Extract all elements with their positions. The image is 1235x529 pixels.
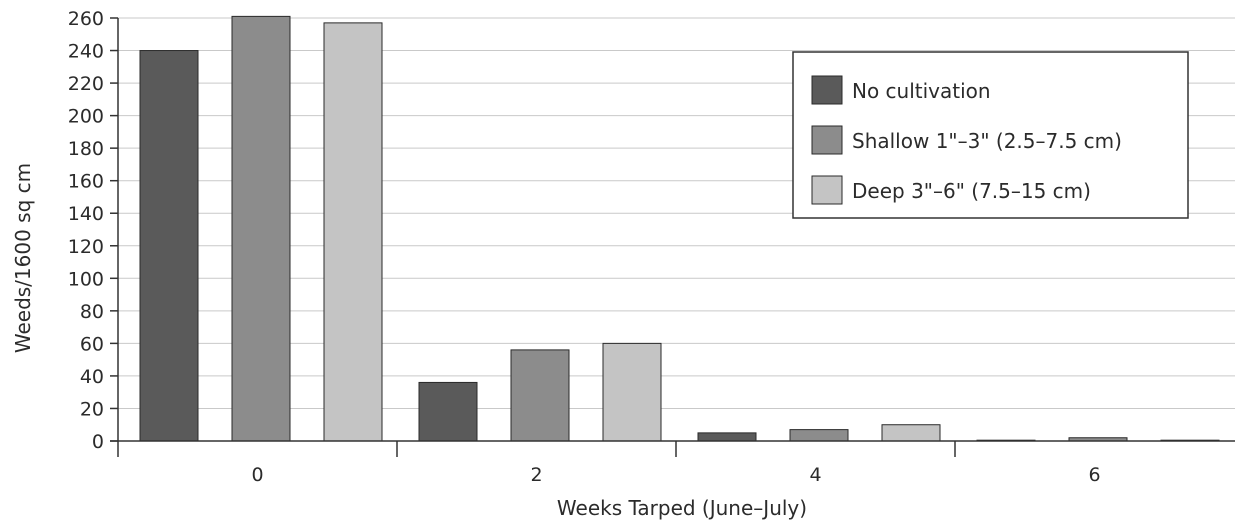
bar xyxy=(323,22,383,442)
y-tick-label: 140 xyxy=(68,203,104,225)
x-tick-label: 4 xyxy=(809,464,821,486)
y-tick-label: 120 xyxy=(68,236,104,258)
bar xyxy=(139,50,199,442)
legend: No cultivation Shallow 1"–3" (2.5–7.5 cm)… xyxy=(792,51,1189,219)
y-tick-labels: 0 20 40 60 80 100 120 140 160 180 200 220 240 260 xyxy=(68,8,104,453)
legend-label: Deep 3"–6" (7.5–15 cm) xyxy=(852,179,1091,203)
y-tick-label: 260 xyxy=(68,8,104,30)
bar xyxy=(231,15,291,442)
x-tick-label: 6 xyxy=(1088,464,1100,486)
x-tick-label: 0 xyxy=(251,464,263,486)
bar xyxy=(602,342,662,442)
y-tick-label: 220 xyxy=(68,73,104,95)
legend-label: No cultivation xyxy=(852,79,991,103)
bar xyxy=(418,381,478,442)
bars xyxy=(139,15,1220,442)
x-tick-labels: 0 2 4 6 xyxy=(251,464,1100,486)
bar xyxy=(697,432,757,442)
legend-swatch xyxy=(811,75,843,105)
legend-label: Shallow 1"–3" (2.5–7.5 cm) xyxy=(852,129,1122,153)
y-tick-label: 0 xyxy=(92,431,104,453)
bar xyxy=(789,429,849,442)
y-tick-label: 100 xyxy=(68,268,104,290)
bar xyxy=(510,349,570,442)
y-tick-label: 160 xyxy=(68,171,104,193)
bar xyxy=(881,424,941,442)
x-axis-title: Weeks Tarped (June–July) xyxy=(557,496,807,520)
y-tick-label: 60 xyxy=(80,333,104,355)
y-axis-title: Weeds/1600 sq cm xyxy=(11,163,35,353)
y-tick-label: 240 xyxy=(68,41,104,63)
x-tick-label: 2 xyxy=(530,464,542,486)
y-tick-label: 20 xyxy=(80,398,104,420)
y-tick-label: 40 xyxy=(80,366,104,388)
axes xyxy=(110,17,1235,457)
y-tick-label: 180 xyxy=(68,138,104,160)
legend-box xyxy=(792,51,1189,219)
y-tick-label: 80 xyxy=(80,301,104,323)
y-tick-label: 200 xyxy=(68,106,104,128)
legend-swatch xyxy=(811,175,843,205)
legend-swatch xyxy=(811,125,843,155)
